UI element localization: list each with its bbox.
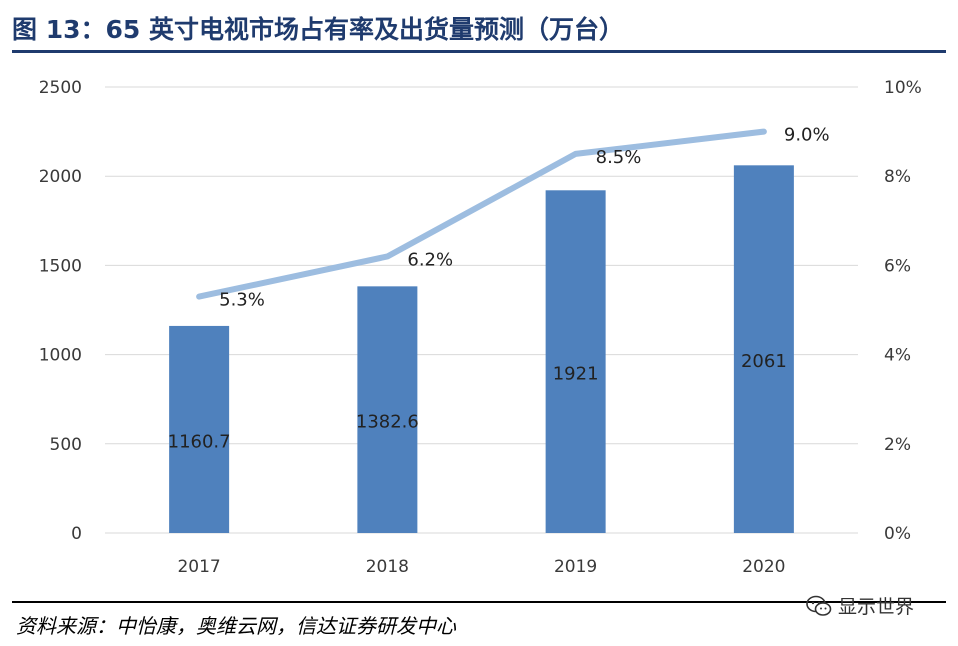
x-axis-ticks: 2017 2018 2019 2020 [177, 557, 785, 577]
left-tick-label: 2000 [39, 167, 82, 187]
line-labels: 5.3% 6.2% 8.5% 9.0% [219, 125, 829, 311]
watermark-text: 显示世界 [838, 596, 915, 618]
right-tick-label: 4% [884, 346, 911, 366]
bar-value-label: 1160.7 [168, 431, 231, 452]
left-tick-label: 500 [50, 435, 82, 455]
bar-series [169, 165, 794, 534]
wechat-icon [806, 595, 832, 616]
bar [733, 165, 794, 533]
left-tick-label: 1500 [39, 256, 82, 276]
left-axis-ticks: 0 500 1000 1500 2000 2500 [39, 78, 82, 544]
x-tick-label: 2018 [366, 557, 409, 577]
bar-value-label: 1921 [553, 364, 599, 385]
right-tick-label: 8% [884, 167, 911, 187]
title-rule [12, 50, 946, 53]
right-tick-label: 0% [884, 524, 911, 544]
right-axis-ticks: 0% 2% 4% 6% 8% 10% [884, 78, 922, 544]
bar-labels: 1160.7 1382.6 1921 2061 [168, 351, 787, 452]
x-tick-label: 2017 [177, 557, 220, 577]
watermark: 显示世界 [806, 592, 914, 619]
chart-area: 0 500 1000 1500 2000 2500 0% 2% 4% 6% 8% 10% 1160.… [39, 78, 922, 577]
bar-value-label: 1382.6 [356, 412, 419, 433]
left-tick-label: 0 [71, 524, 82, 544]
share-line [196, 128, 767, 300]
right-tick-label: 6% [884, 256, 911, 276]
bar-value-label: 2061 [741, 351, 787, 372]
right-tick-label: 2% [884, 435, 911, 455]
bar [545, 190, 606, 534]
line-value-label: 8.5% [596, 147, 642, 168]
line-value-label: 5.3% [219, 290, 265, 311]
source-rule [12, 601, 946, 603]
gridlines [105, 86, 858, 534]
source-note: 资料来源：中怡康，奥维云网，信达证券研发中心 [16, 614, 456, 638]
line-value-label: 6.2% [407, 249, 453, 270]
line-series [196, 128, 767, 300]
x-tick-label: 2020 [742, 557, 785, 577]
left-tick-label: 2500 [39, 78, 82, 98]
right-tick-label: 10% [884, 78, 922, 98]
x-tick-label: 2019 [554, 557, 597, 577]
chart-title: 图 13：65 英寸电视市场占有率及出货量预测（万台） [12, 15, 624, 44]
left-tick-label: 1000 [39, 346, 82, 366]
bar [357, 286, 418, 533]
bar [169, 325, 230, 533]
line-value-label: 9.0% [784, 125, 830, 146]
